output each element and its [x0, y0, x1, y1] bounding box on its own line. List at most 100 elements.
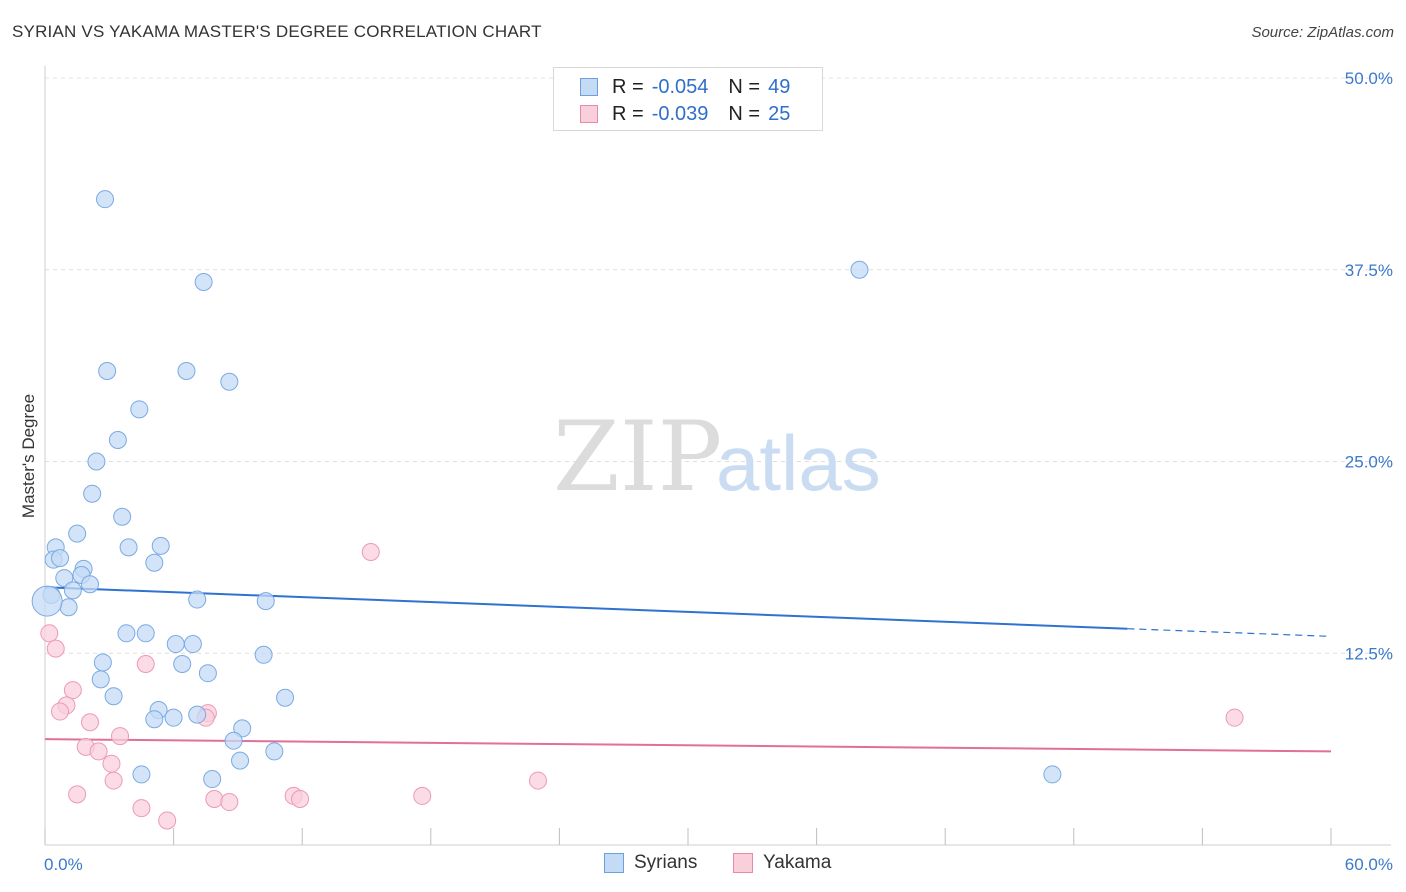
- legend-n-value: 49: [768, 75, 791, 98]
- point-syrians: [220, 372, 239, 391]
- axes: [44, 66, 1391, 846]
- point-syrians: [164, 708, 183, 727]
- point-syrians: [166, 635, 185, 654]
- point-syrians: [198, 664, 217, 683]
- point-yakama: [51, 702, 70, 721]
- point-syrians: [256, 592, 275, 611]
- point-syrians: [98, 361, 117, 380]
- series-legend: Syrians Yakama: [0, 852, 1406, 876]
- y-tick-label: 37.5%: [1345, 261, 1393, 280]
- gridlines: [45, 77, 1391, 654]
- legend-swatch-syrians: [604, 853, 624, 873]
- trend-lines: [44, 586, 1332, 753]
- point-syrians: [81, 575, 100, 594]
- trend-line-extension: [1127, 628, 1332, 637]
- point-syrians: [194, 273, 213, 292]
- point-syrians: [265, 742, 284, 761]
- point-yakama: [291, 789, 310, 808]
- point-yakama: [102, 754, 121, 773]
- point-syrians: [203, 770, 222, 789]
- point-syrians: [51, 549, 70, 568]
- point-syrians: [224, 731, 243, 750]
- point-yakama: [63, 681, 82, 700]
- point-syrians-large: [31, 585, 63, 617]
- point-yakama: [528, 771, 547, 790]
- point-yakama: [205, 789, 224, 808]
- x-tick-label: 0.0%: [44, 855, 83, 874]
- point-syrians: [130, 400, 149, 419]
- point-syrians: [177, 361, 196, 380]
- point-syrians: [276, 688, 295, 707]
- legend-r-label: R =: [612, 75, 644, 98]
- point-syrians: [188, 705, 207, 724]
- point-syrians: [87, 452, 106, 471]
- legend-r-label: R =: [612, 102, 644, 125]
- point-yakama: [68, 785, 87, 804]
- legend-row-yakama: R = -0.039 N = 25: [580, 102, 790, 126]
- point-syrians: [136, 624, 155, 643]
- point-syrians: [231, 751, 250, 770]
- y-tick-label: 50.0%: [1345, 69, 1393, 88]
- point-yakama: [46, 639, 65, 658]
- point-yakama: [220, 793, 239, 812]
- point-syrians: [1043, 765, 1062, 784]
- trend-line-syrians: [44, 586, 1128, 630]
- point-yakama: [413, 786, 432, 805]
- chart-title: SYRIAN VS YAKAMA MASTER'S DEGREE CORRELA…: [12, 22, 542, 41]
- legend-item-syrians: Syrians: [604, 852, 697, 874]
- legend-label-syrians: Syrians: [634, 852, 698, 873]
- point-syrians: [93, 653, 112, 672]
- point-syrians: [55, 569, 74, 588]
- watermark-zip: ZIP: [553, 401, 722, 513]
- point-syrians: [63, 581, 82, 600]
- legend-r-value: -0.039: [651, 102, 709, 125]
- y-axis-title: Master's Degree: [19, 394, 38, 518]
- stats-legend: R = -0.054 N = 49 R = -0.039 N = 25: [553, 67, 823, 131]
- y-tick-label: 25.0%: [1345, 453, 1393, 472]
- point-syrians: [254, 645, 273, 664]
- legend-n-label: N =: [728, 102, 761, 125]
- point-syrians: [145, 553, 164, 572]
- point-syrians: [183, 635, 202, 654]
- chart-source: Source: ZipAtlas.com: [1251, 24, 1394, 41]
- point-yakama: [104, 771, 123, 790]
- point-syrians: [91, 670, 110, 689]
- legend-item-yakama: Yakama: [733, 852, 831, 874]
- point-yakama: [158, 811, 177, 830]
- point-syrians: [119, 538, 138, 557]
- point-yakama: [89, 742, 108, 761]
- legend-swatch-syrians: [580, 78, 598, 96]
- point-syrians: [188, 590, 207, 609]
- data-points: [31, 190, 1244, 830]
- watermark: ZIP atlas: [553, 401, 881, 513]
- point-yakama: [361, 543, 380, 562]
- legend-n-label: N =: [728, 75, 761, 98]
- point-yakama: [81, 713, 100, 732]
- point-yakama: [132, 799, 151, 818]
- x-tick-label: 60.0%: [1345, 855, 1393, 874]
- point-syrians: [83, 484, 102, 503]
- point-syrians: [173, 654, 192, 673]
- legend-swatch-yakama: [733, 853, 753, 873]
- point-syrians: [104, 687, 123, 706]
- point-syrians: [151, 536, 170, 555]
- point-syrians: [68, 524, 87, 543]
- point-yakama: [40, 624, 59, 643]
- y-tick-label: 12.5%: [1345, 644, 1393, 663]
- point-syrians: [233, 719, 252, 738]
- point-syrians: [850, 260, 869, 279]
- point-syrians: [108, 431, 127, 450]
- legend-r-value: -0.054: [651, 75, 709, 98]
- legend-label-yakama: Yakama: [763, 852, 832, 873]
- point-syrians: [113, 507, 132, 526]
- legend-swatch-yakama: [580, 105, 598, 123]
- trend-line-yakama: [44, 738, 1332, 753]
- watermark-atlas: atlas: [716, 419, 881, 507]
- axis-labels: 12.5% 25.0% 37.5% 50.0% 0.0% 60.0% Master's De…: [19, 69, 1393, 874]
- point-yakama: [136, 654, 155, 673]
- point-yakama: [1225, 708, 1244, 727]
- legend-n-value: 25: [768, 102, 791, 125]
- point-syrians: [132, 765, 151, 784]
- point-syrians: [96, 190, 115, 209]
